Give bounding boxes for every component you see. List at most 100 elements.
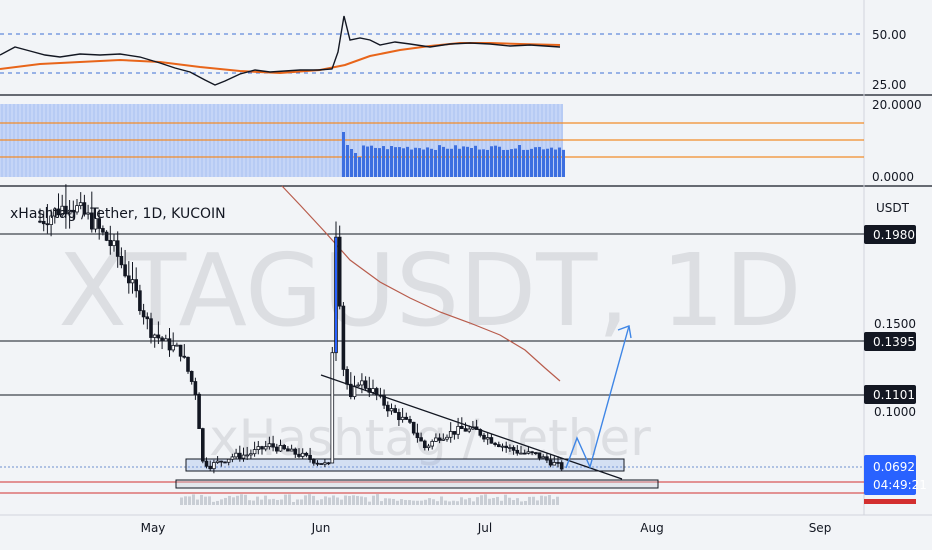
ghost-volume-bar (200, 494, 203, 505)
volume-bar (558, 147, 561, 177)
candle-body (441, 438, 446, 441)
candle (71, 200, 76, 221)
candle-body (434, 437, 438, 442)
candle (82, 194, 87, 217)
volume-bar (374, 147, 377, 177)
price-tag-0-1395 (864, 332, 916, 351)
candle (404, 412, 409, 421)
candle-body (241, 454, 246, 459)
candle (522, 449, 527, 455)
ghost-volume-bar (268, 499, 271, 505)
ghost-volume-bar (336, 497, 339, 505)
ghost-volume-bar (544, 496, 547, 505)
ghost-volume-bar (424, 499, 427, 505)
candle (167, 327, 172, 357)
candle-body (389, 408, 394, 412)
ghost-volume-bar (264, 495, 267, 505)
ghost-volume-bar (316, 500, 319, 505)
volume-bar (526, 149, 529, 177)
candle (75, 199, 79, 215)
volume-bar (362, 145, 365, 177)
candle-body (530, 451, 534, 454)
candle (53, 207, 57, 224)
candles-group (38, 184, 564, 474)
candle-body (341, 305, 346, 370)
ghost-volume-bar (408, 500, 411, 505)
candle (315, 460, 320, 467)
candle (430, 439, 434, 450)
candle (241, 447, 246, 462)
ghost-volume-bar (532, 496, 535, 505)
ghost-volume-bar (232, 497, 235, 505)
ghost-volume-bar (524, 501, 527, 505)
x-tick-jun: Jun (311, 521, 331, 535)
candle-body (208, 465, 213, 470)
candle-body (348, 383, 353, 398)
candle-body (178, 344, 183, 357)
ghost-volume-bar (404, 499, 407, 505)
volume-bar (474, 145, 477, 177)
candle-body (508, 447, 512, 449)
ghost-volume-bar (352, 495, 355, 505)
watermark-symbol: XTAGUSDT, 1D (58, 232, 801, 349)
volume-bar (402, 148, 405, 177)
ghost-volume-bar (340, 499, 343, 505)
candle (419, 432, 423, 442)
x-tick-may: May (141, 521, 166, 535)
candle-body (489, 437, 494, 444)
ghost-volume-bar (328, 497, 331, 505)
candle-body (415, 432, 420, 439)
symbol-legend[interactable]: xHashtag / Tether, 1D, KUCOIN (10, 206, 226, 222)
rsi-tick-25: 25.00 (872, 78, 906, 92)
ghost-volume-bar (464, 499, 467, 505)
volume-bar (470, 148, 473, 177)
candle-body (67, 209, 72, 215)
volume-bar (562, 149, 565, 177)
candle (200, 427, 205, 464)
ghost-volume-bar (444, 500, 447, 505)
candle-body (193, 381, 198, 395)
volume-bar (418, 148, 421, 177)
candle-body (404, 416, 409, 420)
candle (408, 415, 412, 424)
last-price-tag (864, 455, 916, 495)
x-tick-aug: Aug (640, 521, 663, 535)
ghost-volume-bar (512, 500, 515, 505)
volume-bar (358, 157, 361, 177)
price-tag-0-1980-text: 0.1980 (873, 228, 915, 242)
candle-body (345, 369, 349, 385)
candle-body (311, 459, 316, 464)
volume-bar (518, 145, 521, 177)
candle-body (289, 448, 294, 452)
candle-body (371, 388, 375, 393)
candle-body (545, 456, 549, 461)
candle-body (71, 209, 76, 213)
ghost-volume-bar (400, 499, 403, 505)
volume-bar (410, 149, 413, 177)
candle (556, 456, 560, 468)
volume-bar (350, 149, 353, 177)
candle (397, 408, 401, 427)
ghost-volume-bar (396, 500, 399, 505)
ghost-volume-bar (296, 499, 299, 505)
ghost-volume-bar (212, 501, 215, 505)
ghost-volume-bar (248, 500, 251, 505)
volume-bar (514, 148, 517, 177)
volume-bar (554, 149, 557, 177)
candle (263, 440, 268, 452)
candle-body (219, 460, 224, 463)
ghost-volume-bar (388, 498, 391, 505)
candle (456, 417, 460, 440)
ghost-volume-bar (508, 497, 511, 505)
candle-body (274, 446, 279, 452)
rsi-tick-50: 50.00 (872, 28, 906, 42)
candle-body (186, 356, 190, 372)
candle-body (559, 462, 564, 470)
watermark-name: xHashtag / Tether (209, 409, 651, 467)
candle (389, 403, 394, 415)
candle (541, 454, 545, 459)
candle-body (319, 463, 323, 465)
candle-body (456, 425, 460, 435)
